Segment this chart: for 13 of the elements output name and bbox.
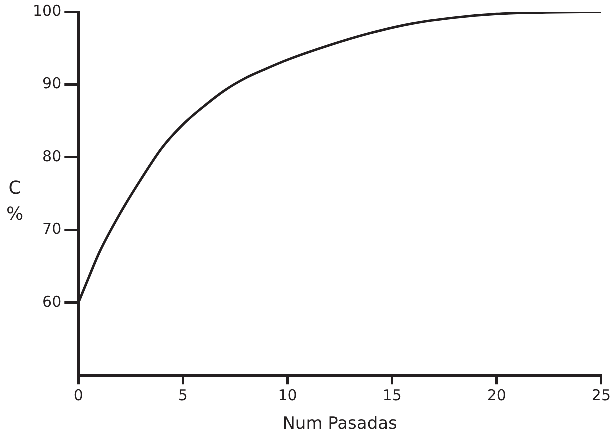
x-axis-title: Num Pasadas xyxy=(282,414,398,434)
x-tick-label: 15 xyxy=(382,386,402,404)
x-tick-label: 0 xyxy=(74,386,84,404)
x-tick-label: 10 xyxy=(278,386,298,404)
y-tick-label: 100 xyxy=(32,2,62,20)
y-tick-label: 70 xyxy=(42,220,62,238)
y-tick-label: 80 xyxy=(42,147,62,166)
x-tick-label: 25 xyxy=(592,386,612,404)
y-tick-label: 60 xyxy=(42,292,62,311)
x-tick-label: 20 xyxy=(487,386,506,404)
x-tick-label: 5 xyxy=(178,386,188,404)
y-tick-label: 90 xyxy=(42,74,62,93)
y-axis-title: C % xyxy=(5,177,25,227)
